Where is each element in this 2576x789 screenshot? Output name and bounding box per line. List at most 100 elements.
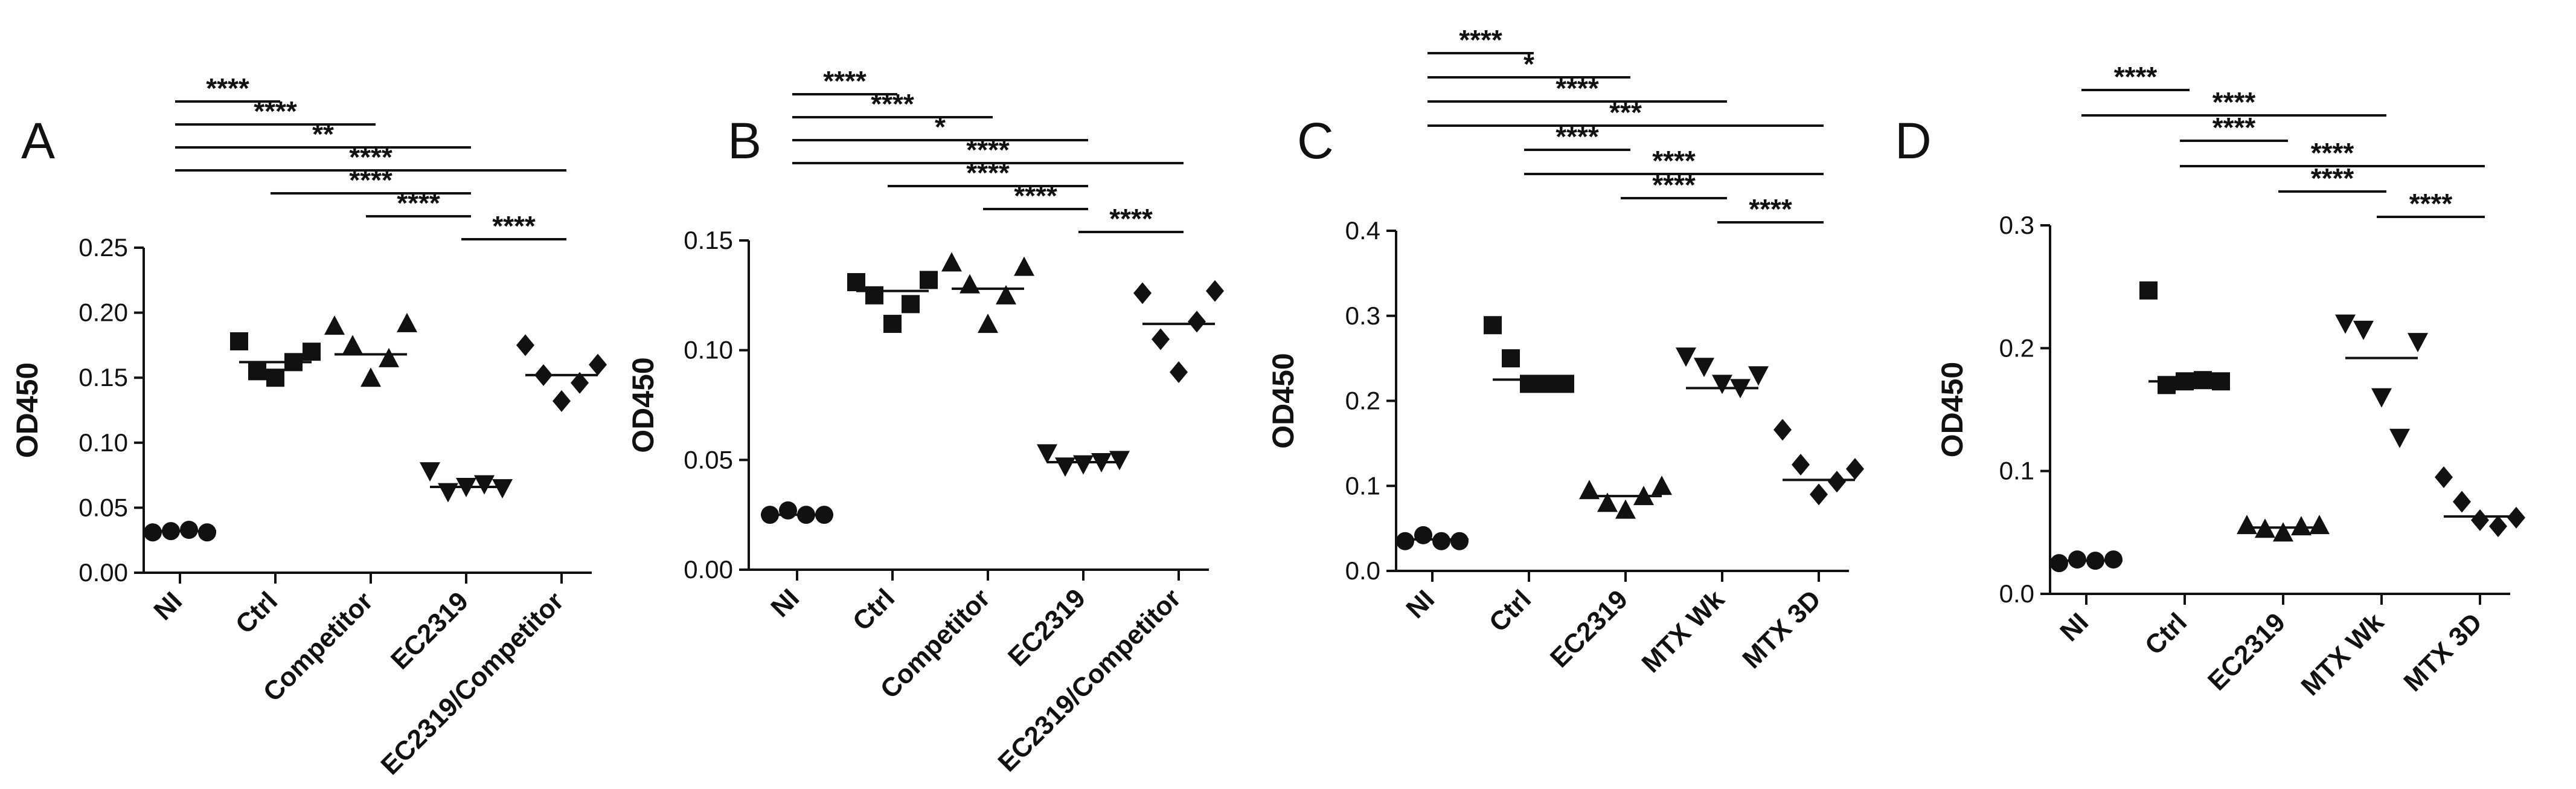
data-point [2371, 388, 2392, 408]
significance-label: **** [349, 141, 392, 173]
y-tick-label: 0.2 [1345, 387, 1380, 415]
data-point [960, 274, 980, 294]
data-point [1828, 471, 1846, 493]
significance-label: **** [1109, 203, 1153, 234]
y-axis-title: OD450 [10, 362, 44, 458]
significance-label: **** [966, 134, 1010, 166]
x-tick-label: EC2319/Competitor [992, 583, 1187, 778]
data-point [1579, 480, 1600, 500]
data-point [1450, 532, 1469, 550]
data-point [978, 314, 998, 333]
y-tick-label: 0.2 [1999, 333, 2034, 362]
data-point [1170, 361, 1188, 383]
data-point [1484, 316, 1502, 335]
data-point [492, 479, 513, 499]
y-tick-label: 0.00 [684, 555, 733, 584]
significance-label: **** [1556, 121, 1599, 152]
data-point [1773, 419, 1792, 441]
panel-letter: A [21, 112, 55, 169]
data-point [266, 369, 284, 387]
data-point [2309, 515, 2330, 535]
significance-label: **** [254, 95, 297, 127]
panel-letter: B [728, 112, 761, 169]
data-point [379, 347, 399, 367]
panel-C: C OD450 0.0 0.1 0.2 0.3 0.4 NI Ctrl EC2319 MTX Wk M… [1266, 24, 1864, 678]
x-tick-label: Ctrl [847, 583, 900, 636]
data-point [144, 523, 162, 542]
significance-label: **** [2311, 163, 2354, 194]
data-point [779, 501, 797, 520]
y-axis-title: OD450 [1935, 362, 1969, 457]
significance-label: **** [2212, 112, 2256, 143]
y-tick-label: 0.1 [1345, 471, 1380, 500]
data-point [2237, 515, 2257, 535]
data-point [1152, 328, 1170, 350]
significance-label: **** [1014, 180, 1057, 211]
data-point [2389, 428, 2410, 448]
data-point [1109, 451, 1130, 471]
data-point [847, 273, 865, 292]
data-point [2408, 333, 2428, 353]
data-point [1396, 532, 1414, 550]
data-point [589, 353, 607, 376]
data-point [1014, 256, 1034, 276]
data-point [230, 332, 248, 350]
data-point [2471, 509, 2489, 531]
data-point [180, 520, 198, 539]
y-tick-label: 0.00 [78, 558, 128, 587]
significance-label: * [1523, 48, 1534, 80]
significance-label: * [935, 111, 946, 143]
data-point [1073, 455, 1094, 475]
significance-label: **** [2114, 61, 2158, 92]
data-point [1597, 492, 1618, 512]
x-tick-label: EC2319 [2202, 607, 2291, 696]
significance-label: **** [966, 157, 1010, 188]
data-point [1502, 349, 1520, 368]
panel-D: D OD450 0.0 0.1 0.2 0.3 NI Ctrl EC2319 MTX Wk MTX … [1895, 61, 2525, 701]
data-point [1556, 375, 1574, 393]
y-tick-label: 0.0 [1345, 556, 1380, 585]
data-point [2104, 550, 2123, 569]
data-point [2453, 491, 2471, 513]
x-tick-label: EC2319 [1545, 584, 1633, 673]
data-point [2291, 516, 2312, 536]
data-point [2489, 515, 2507, 538]
data-point [941, 252, 962, 272]
y-tick-label: 0.05 [78, 493, 128, 521]
significance-label: **** [206, 72, 249, 104]
data-point [516, 334, 534, 356]
significance-label: *** [1609, 97, 1642, 128]
data-point [1206, 280, 1224, 302]
data-point [1432, 532, 1450, 550]
y-tick-label: 0.1 [1999, 457, 2034, 485]
data-point [1055, 457, 1075, 477]
data-point [2050, 554, 2068, 573]
data-point [1694, 358, 1714, 378]
x-tick-label: NI [765, 583, 805, 623]
data-point [2507, 506, 2525, 529]
y-tick-label: 0.10 [78, 428, 128, 457]
significance-label: **** [1459, 24, 1502, 56]
y-axis-title: OD450 [626, 357, 660, 452]
significance-label: **** [1652, 145, 1696, 176]
data-point [2139, 281, 2158, 300]
y-axis-title: OD450 [1266, 353, 1300, 448]
y-tick-label: 0.4 [1345, 216, 1380, 245]
y-tick-label: 0.0 [1999, 579, 2034, 608]
x-tick-label: EC2319 [1002, 583, 1091, 672]
x-tick-label: Ctrl [1484, 584, 1537, 637]
y-tick-label: 0.3 [1345, 301, 1380, 330]
significance-label: **** [871, 88, 914, 120]
y-tick-label: 0.15 [684, 226, 733, 254]
significance-label: **** [492, 210, 536, 242]
data-point [1188, 311, 1206, 333]
x-tick-label: MTX 3D [2398, 607, 2488, 697]
x-tick-label: MTX 3D [1737, 584, 1827, 674]
significance-label: ** [312, 118, 334, 150]
panel-letter: D [1895, 112, 1932, 169]
x-tick-label: MTX Wk [1636, 584, 1730, 678]
data-point [397, 312, 417, 332]
x-tick-label: EC2319 [385, 586, 474, 675]
significance-label: **** [2212, 86, 2256, 118]
